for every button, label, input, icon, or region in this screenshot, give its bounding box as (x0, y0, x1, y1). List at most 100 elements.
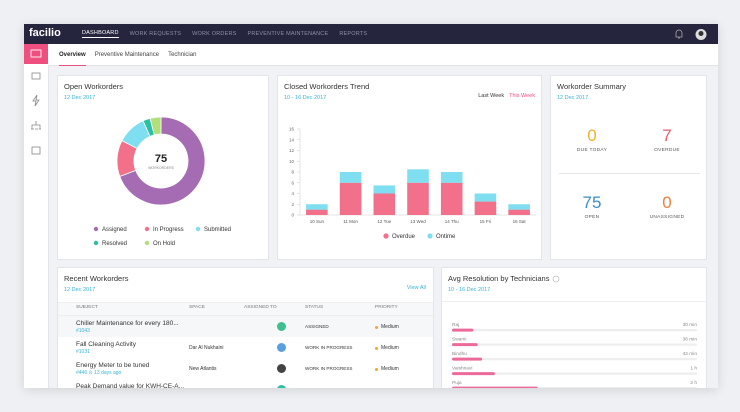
table-row[interactable] (58, 379, 433, 388)
legend-label: Ontime (436, 234, 456, 240)
week-toggle: Last Week This Week (478, 93, 535, 99)
top-nav: facilio DASHBOARD WORK REQUESTS WORK ORDER… (24, 24, 718, 44)
bell-icon[interactable] (675, 29, 683, 39)
wo-status: ASSIGNED (305, 324, 329, 329)
summary-label: UNASSIGNED (649, 215, 685, 220)
bar-segment (508, 204, 530, 210)
card-title: Recent Workorders (64, 274, 129, 283)
donut-segment (119, 116, 206, 206)
x-tick-label: 12 Tue (377, 219, 391, 224)
summary-label: OPEN (584, 215, 600, 220)
tech-name: Swami (452, 337, 466, 343)
x-tick-label: 14 Thu (445, 219, 459, 224)
bar (452, 386, 538, 388)
bar-track (452, 372, 697, 375)
value-label: 30 min (683, 322, 698, 328)
tab[interactable]: Technician (168, 51, 197, 58)
nav-items: DASHBOARD WORK REQUESTS WORK ORDERS PREVENT… (82, 24, 367, 44)
assignee-avatar (277, 364, 286, 373)
summary-label: DUE TODAY (576, 148, 608, 153)
tab[interactable]: Preventive Maintenance (94, 51, 160, 58)
legend-swatch (93, 226, 99, 232)
legend-swatch (144, 226, 150, 232)
wo-status: WORK IN PROGRESS (305, 366, 353, 371)
bar-segment (407, 169, 429, 183)
tech-name: Raj (452, 322, 459, 328)
toggle-active[interactable]: This Week (509, 93, 535, 99)
assignee-avatar (277, 322, 286, 331)
summary-value: 0 (587, 126, 597, 145)
divider (559, 173, 700, 174)
y-tick-label: 4 (291, 191, 294, 196)
bar-chart: 0 2 4 6 8 10 12 14 16 10 Sun 11 Mon 12 Tue 13 Wed 14 … (289, 127, 536, 240)
wo-priority: Medium (381, 345, 399, 351)
y-tick-label: 0 (291, 213, 294, 218)
card-title: Avg Resolution by Technicians (448, 274, 550, 283)
wo-priority: Medium (381, 324, 399, 330)
priority-dot (375, 367, 378, 371)
wo-priority: Medium (381, 366, 399, 372)
card-date: 10 - 16 Dec 2017 (284, 95, 327, 101)
nav-item[interactable]: PREVENTIVE MAINTENANCE (247, 31, 329, 37)
y-tick-label: 10 (289, 159, 295, 164)
bar-segment (339, 182, 362, 215)
summary-card: Workorder Summary 12 Dec 2017 0 DUE TODAY… (550, 75, 707, 260)
view-all[interactable]: View All (406, 285, 426, 291)
bar-segment (373, 185, 396, 194)
space-icon[interactable] (31, 121, 41, 130)
card-date: 12 Dec 2017 (64, 95, 96, 101)
energy-icon[interactable] (32, 94, 40, 107)
active-item[interactable] (24, 44, 48, 64)
nav-item[interactable]: DASHBOARD (82, 30, 119, 38)
info-icon[interactable] (552, 275, 560, 283)
card-date: 12 Dec 2017 (64, 287, 96, 293)
sidebar (24, 44, 49, 388)
workorder-icon[interactable] (31, 72, 41, 80)
column-header: ASSIGNED TO (244, 305, 277, 310)
x-tick-label: 10 Sun (310, 219, 325, 224)
card-title: Open Workorders (64, 82, 124, 91)
legend-label: Submitted (204, 227, 231, 233)
logo[interactable]: facilio (29, 27, 61, 39)
donut-label: WORKORDERS (148, 166, 175, 170)
x-tick-label: 13 Wed (410, 219, 426, 224)
legend-swatch (144, 240, 150, 246)
nav-item[interactable]: REPORTS (339, 31, 368, 37)
bar-track (452, 343, 697, 346)
column-header: SUBJECT (76, 305, 98, 310)
priority-dot (375, 346, 378, 350)
tab[interactable]: Overview (59, 44, 86, 66)
y-tick-label: 14 (289, 137, 295, 142)
value-label: 42 min (683, 351, 698, 357)
summary-value: 0 (662, 193, 672, 212)
nav-item[interactable]: WORK REQUESTS (129, 31, 182, 37)
assignee-avatar (277, 343, 286, 352)
wo-space: Dar Al Nukhaini (189, 345, 224, 351)
bar-segment (440, 172, 463, 183)
bar-segment (306, 204, 328, 210)
bar-segment (474, 201, 497, 215)
table-header (58, 302, 433, 316)
wo-subject: Chiller Maintenance for every 180... (76, 320, 179, 327)
nav-item[interactable]: WORK ORDERS (192, 31, 237, 37)
y-tick-label: 8 (291, 170, 294, 175)
value-label: 1 h (690, 366, 697, 372)
archive-icon[interactable] (31, 146, 41, 155)
x-tick-label: 15 Fri (480, 219, 492, 224)
legend-swatch (383, 233, 389, 239)
toggle[interactable]: Last Week (478, 93, 505, 99)
value-label: 36 min (683, 337, 698, 343)
y-tick-label: 6 (291, 180, 294, 185)
bar-segment (508, 209, 530, 215)
wo-id: #446 ⊙ 13 days ago (76, 370, 122, 376)
recent-workorders-card: Recent Workorders 12 Dec 2017 View All S… (57, 267, 434, 388)
column-header: PRIORITY (375, 305, 398, 310)
legend-swatch (427, 233, 433, 239)
bar (452, 328, 474, 332)
legend-label: Overdue (392, 234, 416, 240)
sub-tabs: Overview Preventive Maintenance Technician (48, 44, 718, 66)
bar-segment (339, 172, 362, 183)
bar (452, 343, 478, 347)
hbar-chart: Raj 30 min Swami 36 min Bindhu 42 min Vaishnav… (452, 322, 698, 388)
